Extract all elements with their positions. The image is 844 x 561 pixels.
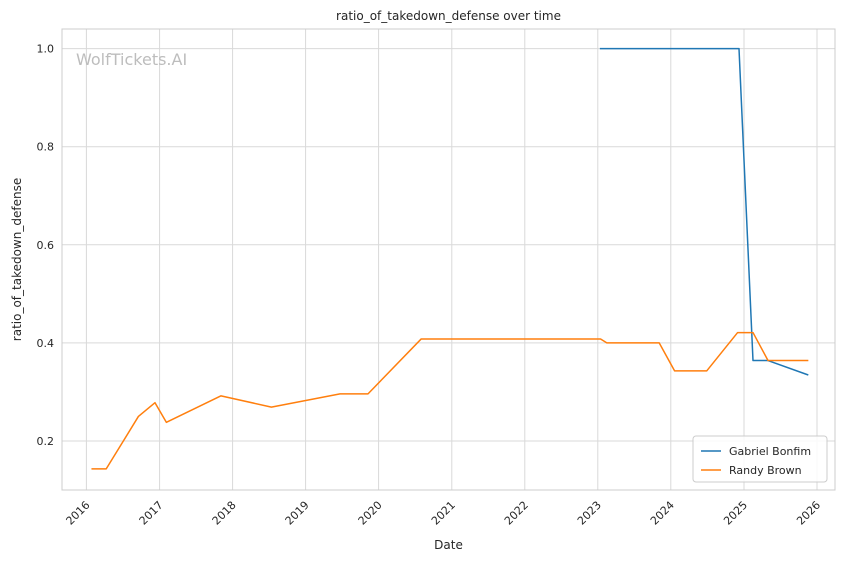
y-tick-label: 0.4: [37, 337, 55, 350]
series-line-0: [599, 47, 809, 376]
y-axis-label: ratio_of_takedown_defense: [10, 178, 24, 341]
y-tick-label: 1.0: [37, 43, 55, 56]
series-layer: [91, 47, 809, 470]
y-tick-label: 0.6: [37, 239, 55, 252]
legend-box: [692, 435, 828, 483]
y-tick-label: 0.2: [37, 435, 55, 448]
y-tick-label: 0.8: [37, 141, 55, 154]
chart-title: ratio_of_takedown_defense over time: [336, 9, 561, 23]
x-axis-ticks: 2016 2017 2018 2019 2020 2021 2022 2023 2024 2025…: [64, 499, 824, 528]
grid: [62, 29, 835, 490]
legend: Gabriel Bonfim Randy Brown: [692, 435, 828, 483]
series-line-1: [91, 331, 809, 470]
legend-label: Gabriel Bonfim: [729, 445, 811, 458]
y-axis-ticks: 0.2 0.4 0.6 0.8 1.0: [37, 43, 55, 448]
legend-label: Randy Brown: [729, 464, 802, 477]
watermark: WolfTickets.AI: [76, 50, 187, 69]
plot-area: [61, 28, 836, 491]
x-axis-label: Date: [434, 538, 463, 552]
